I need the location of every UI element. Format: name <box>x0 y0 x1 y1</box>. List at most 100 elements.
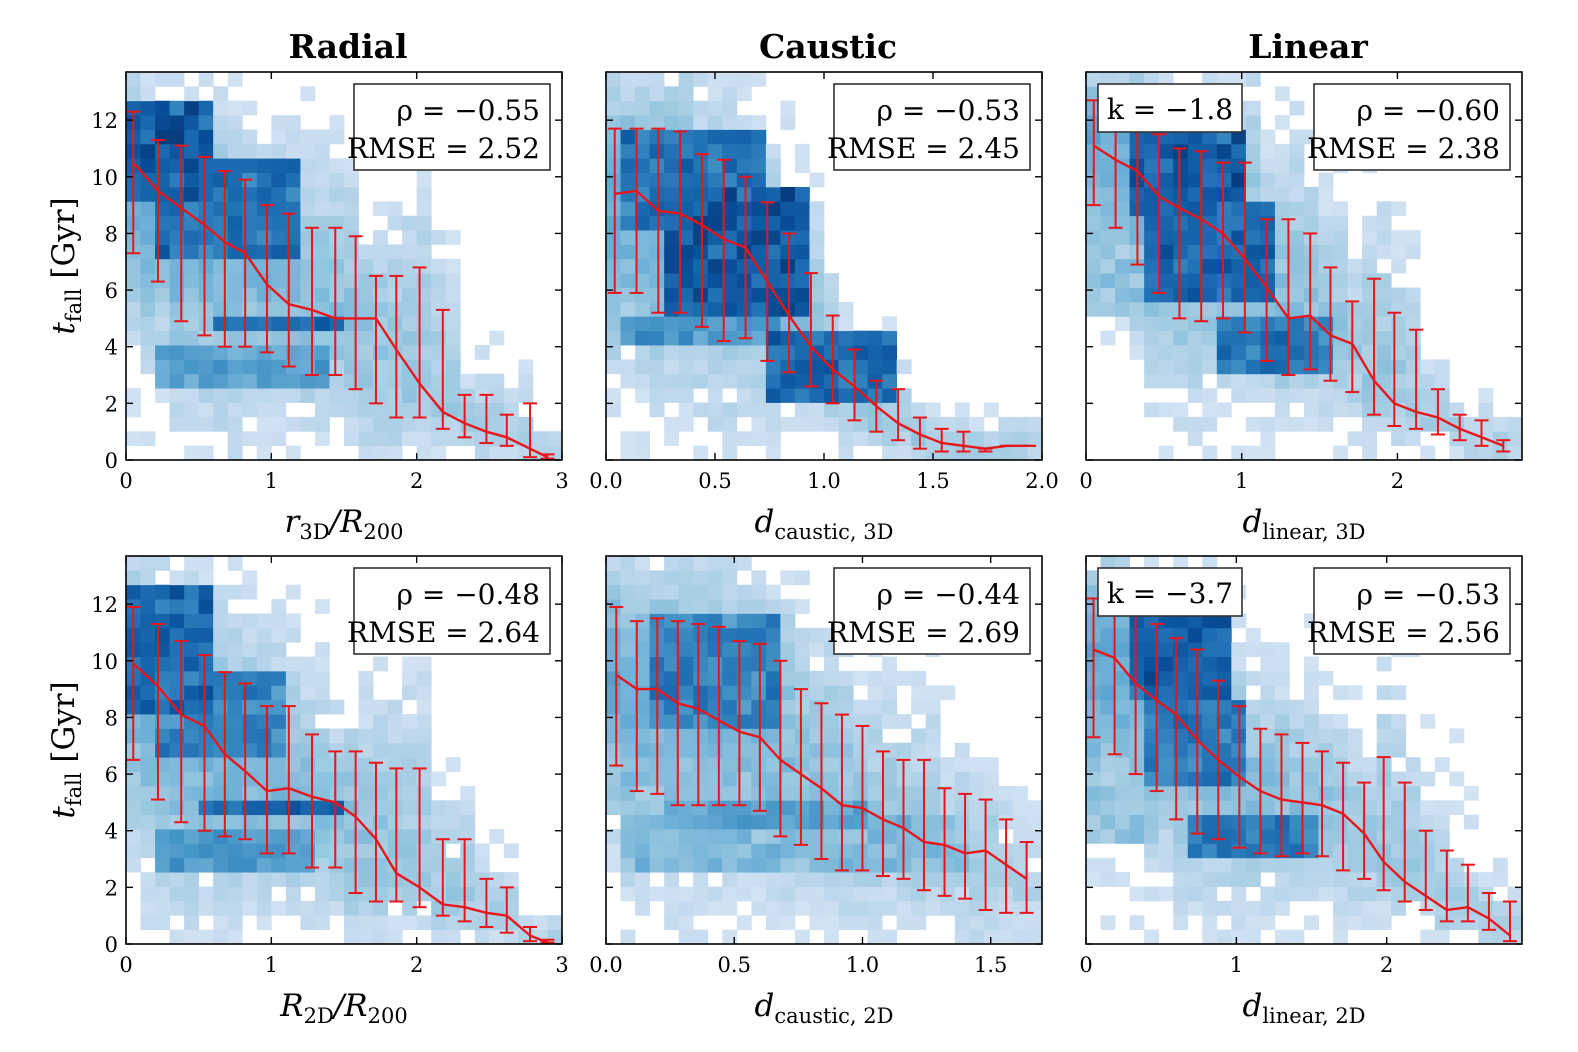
heatmap-cell <box>809 215 825 231</box>
heatmap-cell <box>1086 273 1101 288</box>
y-tick-label: 2 <box>105 392 118 416</box>
heatmap-cell <box>1420 872 1436 887</box>
heatmap-cell <box>285 685 301 701</box>
heatmap-cell <box>1187 814 1203 830</box>
heatmap-cell <box>1304 714 1319 729</box>
x-tick-label: 1 <box>265 469 278 493</box>
heatmap-cell <box>678 843 694 859</box>
heatmap-cell <box>925 728 941 744</box>
heatmap-cell <box>606 556 621 571</box>
heatmap-cell <box>242 857 258 873</box>
heatmap-cell <box>242 129 258 145</box>
heatmap-cell <box>1216 613 1232 629</box>
heatmap-cell <box>169 158 185 173</box>
error-bars <box>126 605 555 944</box>
heatmap-cell <box>780 642 796 657</box>
heatmap-cell <box>678 800 694 816</box>
heatmap-cell <box>1304 301 1319 317</box>
heatmap-cell <box>1202 656 1218 672</box>
heatmap-cell <box>780 613 796 629</box>
heatmap-cell <box>1274 402 1290 418</box>
heatmap-cell <box>140 584 156 600</box>
heatmap-cell <box>184 900 200 916</box>
heatmap-cell <box>751 570 767 586</box>
heatmap-cell <box>1173 244 1189 260</box>
heatmap-cell <box>126 771 141 787</box>
heatmap-cell <box>213 345 229 360</box>
heatmap-cell <box>198 186 214 202</box>
heatmap-cell <box>358 843 374 859</box>
heatmap-cell <box>882 656 898 672</box>
heatmap-cell <box>693 158 709 173</box>
heatmap-cell <box>344 201 359 217</box>
heatmap-cell <box>649 345 665 360</box>
heatmap-cell <box>1347 843 1363 859</box>
heatmap-cell <box>1187 613 1203 629</box>
heatmap-cell <box>635 785 650 801</box>
heatmap-cell <box>314 158 330 173</box>
heatmap-cell <box>358 915 374 931</box>
k-box <box>1097 567 1243 617</box>
heatmap-cell <box>1202 330 1218 346</box>
heatmap-cell <box>1115 143 1130 159</box>
heatmap-cell <box>1304 244 1319 260</box>
heatmap-cell <box>169 670 185 686</box>
heatmap-cell <box>765 445 781 460</box>
heatmap-cell <box>198 900 214 916</box>
heatmap-cell <box>606 402 621 418</box>
heatmap-cell <box>140 814 156 830</box>
heatmap-cell <box>213 402 229 418</box>
heatmap-cell <box>620 670 636 686</box>
heatmap-cell <box>402 685 418 701</box>
heatmap-cell <box>780 728 796 744</box>
heatmap-cell <box>387 915 403 931</box>
heatmap-cell <box>256 388 272 403</box>
heatmap-cell <box>824 929 839 944</box>
heatmap-cell <box>693 316 709 332</box>
heatmap-cell <box>1245 857 1261 873</box>
heatmap-cell <box>329 814 345 830</box>
heatmap-cell <box>867 900 883 916</box>
heatmap-cell <box>722 215 738 231</box>
heatmap-cell <box>1260 143 1276 159</box>
heatmap-cell <box>1144 771 1160 787</box>
heatmap-cell <box>213 872 229 887</box>
heatmap-cell <box>1027 915 1042 931</box>
heatmap-cell <box>736 86 752 102</box>
column-title-linear: Linear <box>1248 27 1368 66</box>
heatmap-cell <box>387 301 403 317</box>
heatmap-cell <box>867 886 883 902</box>
heatmap-cell <box>664 287 680 303</box>
heatmap-cell <box>693 287 709 303</box>
heatmap-cell <box>838 445 854 460</box>
heatmap-cell <box>794 699 810 715</box>
heatmap-cell <box>1129 886 1145 902</box>
heatmap-cell <box>998 800 1014 816</box>
y-tick-label: 8 <box>105 222 118 246</box>
heatmap-cell <box>1333 742 1348 758</box>
heatmap-cell <box>242 402 258 418</box>
heatmap-cell <box>402 843 418 859</box>
stats-box <box>833 83 1031 171</box>
heatmap-cell <box>707 627 723 643</box>
heatmap-cell <box>751 431 767 447</box>
heatmap-cell <box>1086 857 1101 873</box>
heatmap-cell <box>242 431 258 447</box>
heatmap-cell <box>1100 556 1116 571</box>
heatmap-cell <box>1376 230 1392 245</box>
heatmap-cell <box>387 244 403 260</box>
heatmap-cell <box>1391 886 1407 902</box>
heatmap-cell <box>620 685 636 701</box>
heatmap-cell <box>155 115 170 130</box>
heatmap-cell <box>606 172 621 188</box>
heatmap-cell <box>1115 316 1130 332</box>
heatmap-cell <box>329 800 345 816</box>
heatmap-cell <box>1347 287 1363 303</box>
heatmap-cell <box>664 330 680 346</box>
heatmap-cell <box>1158 330 1174 346</box>
heatmap-cell <box>722 72 738 87</box>
heatmap-cell <box>1187 900 1203 916</box>
heatmap-cell <box>606 613 621 629</box>
heatmap-cell <box>1289 316 1305 332</box>
heatmap-cell <box>1289 129 1305 145</box>
